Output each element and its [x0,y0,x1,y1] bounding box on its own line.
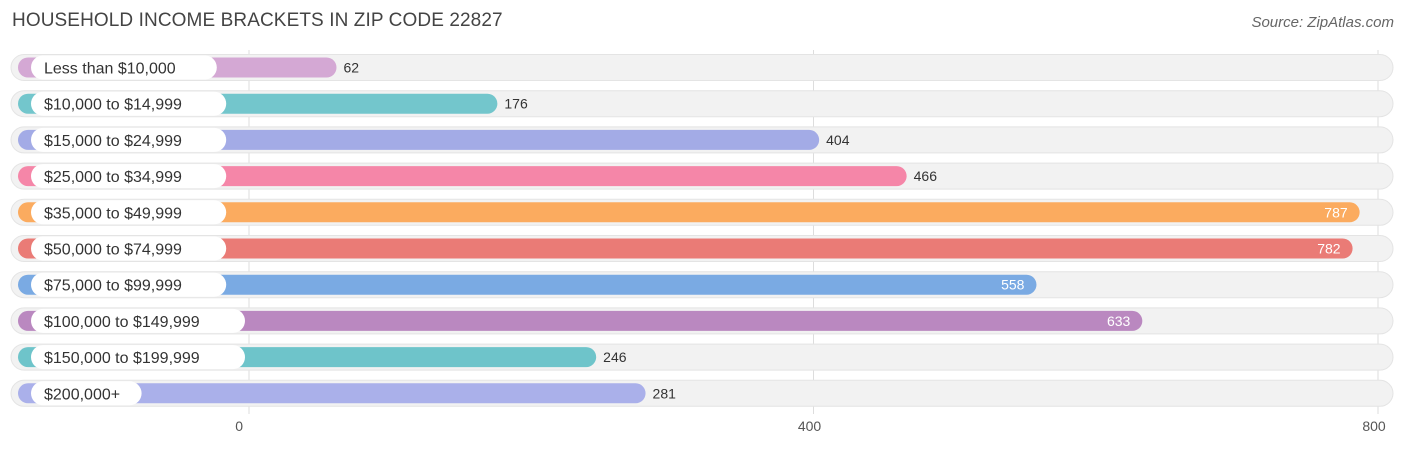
category-pill [31,345,245,370]
value-label: 62 [343,60,359,76]
category-pill [31,55,217,80]
axis-layer: 0 400 800 [235,418,1386,434]
value-label: 787 [1324,204,1348,220]
value-label: 176 [504,96,528,112]
category-label: $50,000 to $74,999 [44,242,182,259]
category-pill [31,381,142,406]
value-label: 404 [826,132,850,148]
value-label: 782 [1317,241,1341,257]
bar [18,274,1037,295]
bar [18,202,1360,223]
value-label: 558 [1001,277,1025,293]
bar [18,166,907,187]
category-pill [31,91,227,116]
category-pill [31,308,245,333]
category-label: $150,000 to $199,999 [44,350,200,367]
category-label: Less than $10,000 [44,61,176,78]
category-pill [31,236,227,261]
category-label: $100,000 to $149,999 [44,314,200,331]
value-label: 281 [653,385,677,401]
value-label: 246 [603,349,627,365]
category-label: $35,000 to $49,999 [44,205,182,222]
value-label: 466 [914,168,938,184]
category-label: $200,000+ [44,386,120,403]
bar [18,383,646,404]
chart-title: HOUSEHOLD INCOME BRACKETS IN ZIP CODE 22… [12,10,503,31]
category-label: $15,000 to $24,999 [44,133,182,150]
value-label: 633 [1107,313,1131,329]
x-tick-label: 800 [1362,418,1386,434]
bar-track [10,54,1394,81]
category-label: $25,000 to $34,999 [44,169,182,186]
bar [18,238,1353,259]
x-tick-label: 400 [798,418,822,434]
category-pill [31,127,227,152]
bar [18,310,1143,331]
source-label: Source: ZipAtlas.com [1251,14,1394,31]
x-tick-label: 0 [235,418,243,434]
category-label: $75,000 to $99,999 [44,278,182,295]
category-pill [31,164,227,189]
category-label: $10,000 to $14,999 [44,97,182,114]
category-pill [31,272,227,297]
bars-layer: Less than $10,000 62 $10,000 to $14,999 176… [10,54,1394,407]
category-pill [31,200,227,225]
